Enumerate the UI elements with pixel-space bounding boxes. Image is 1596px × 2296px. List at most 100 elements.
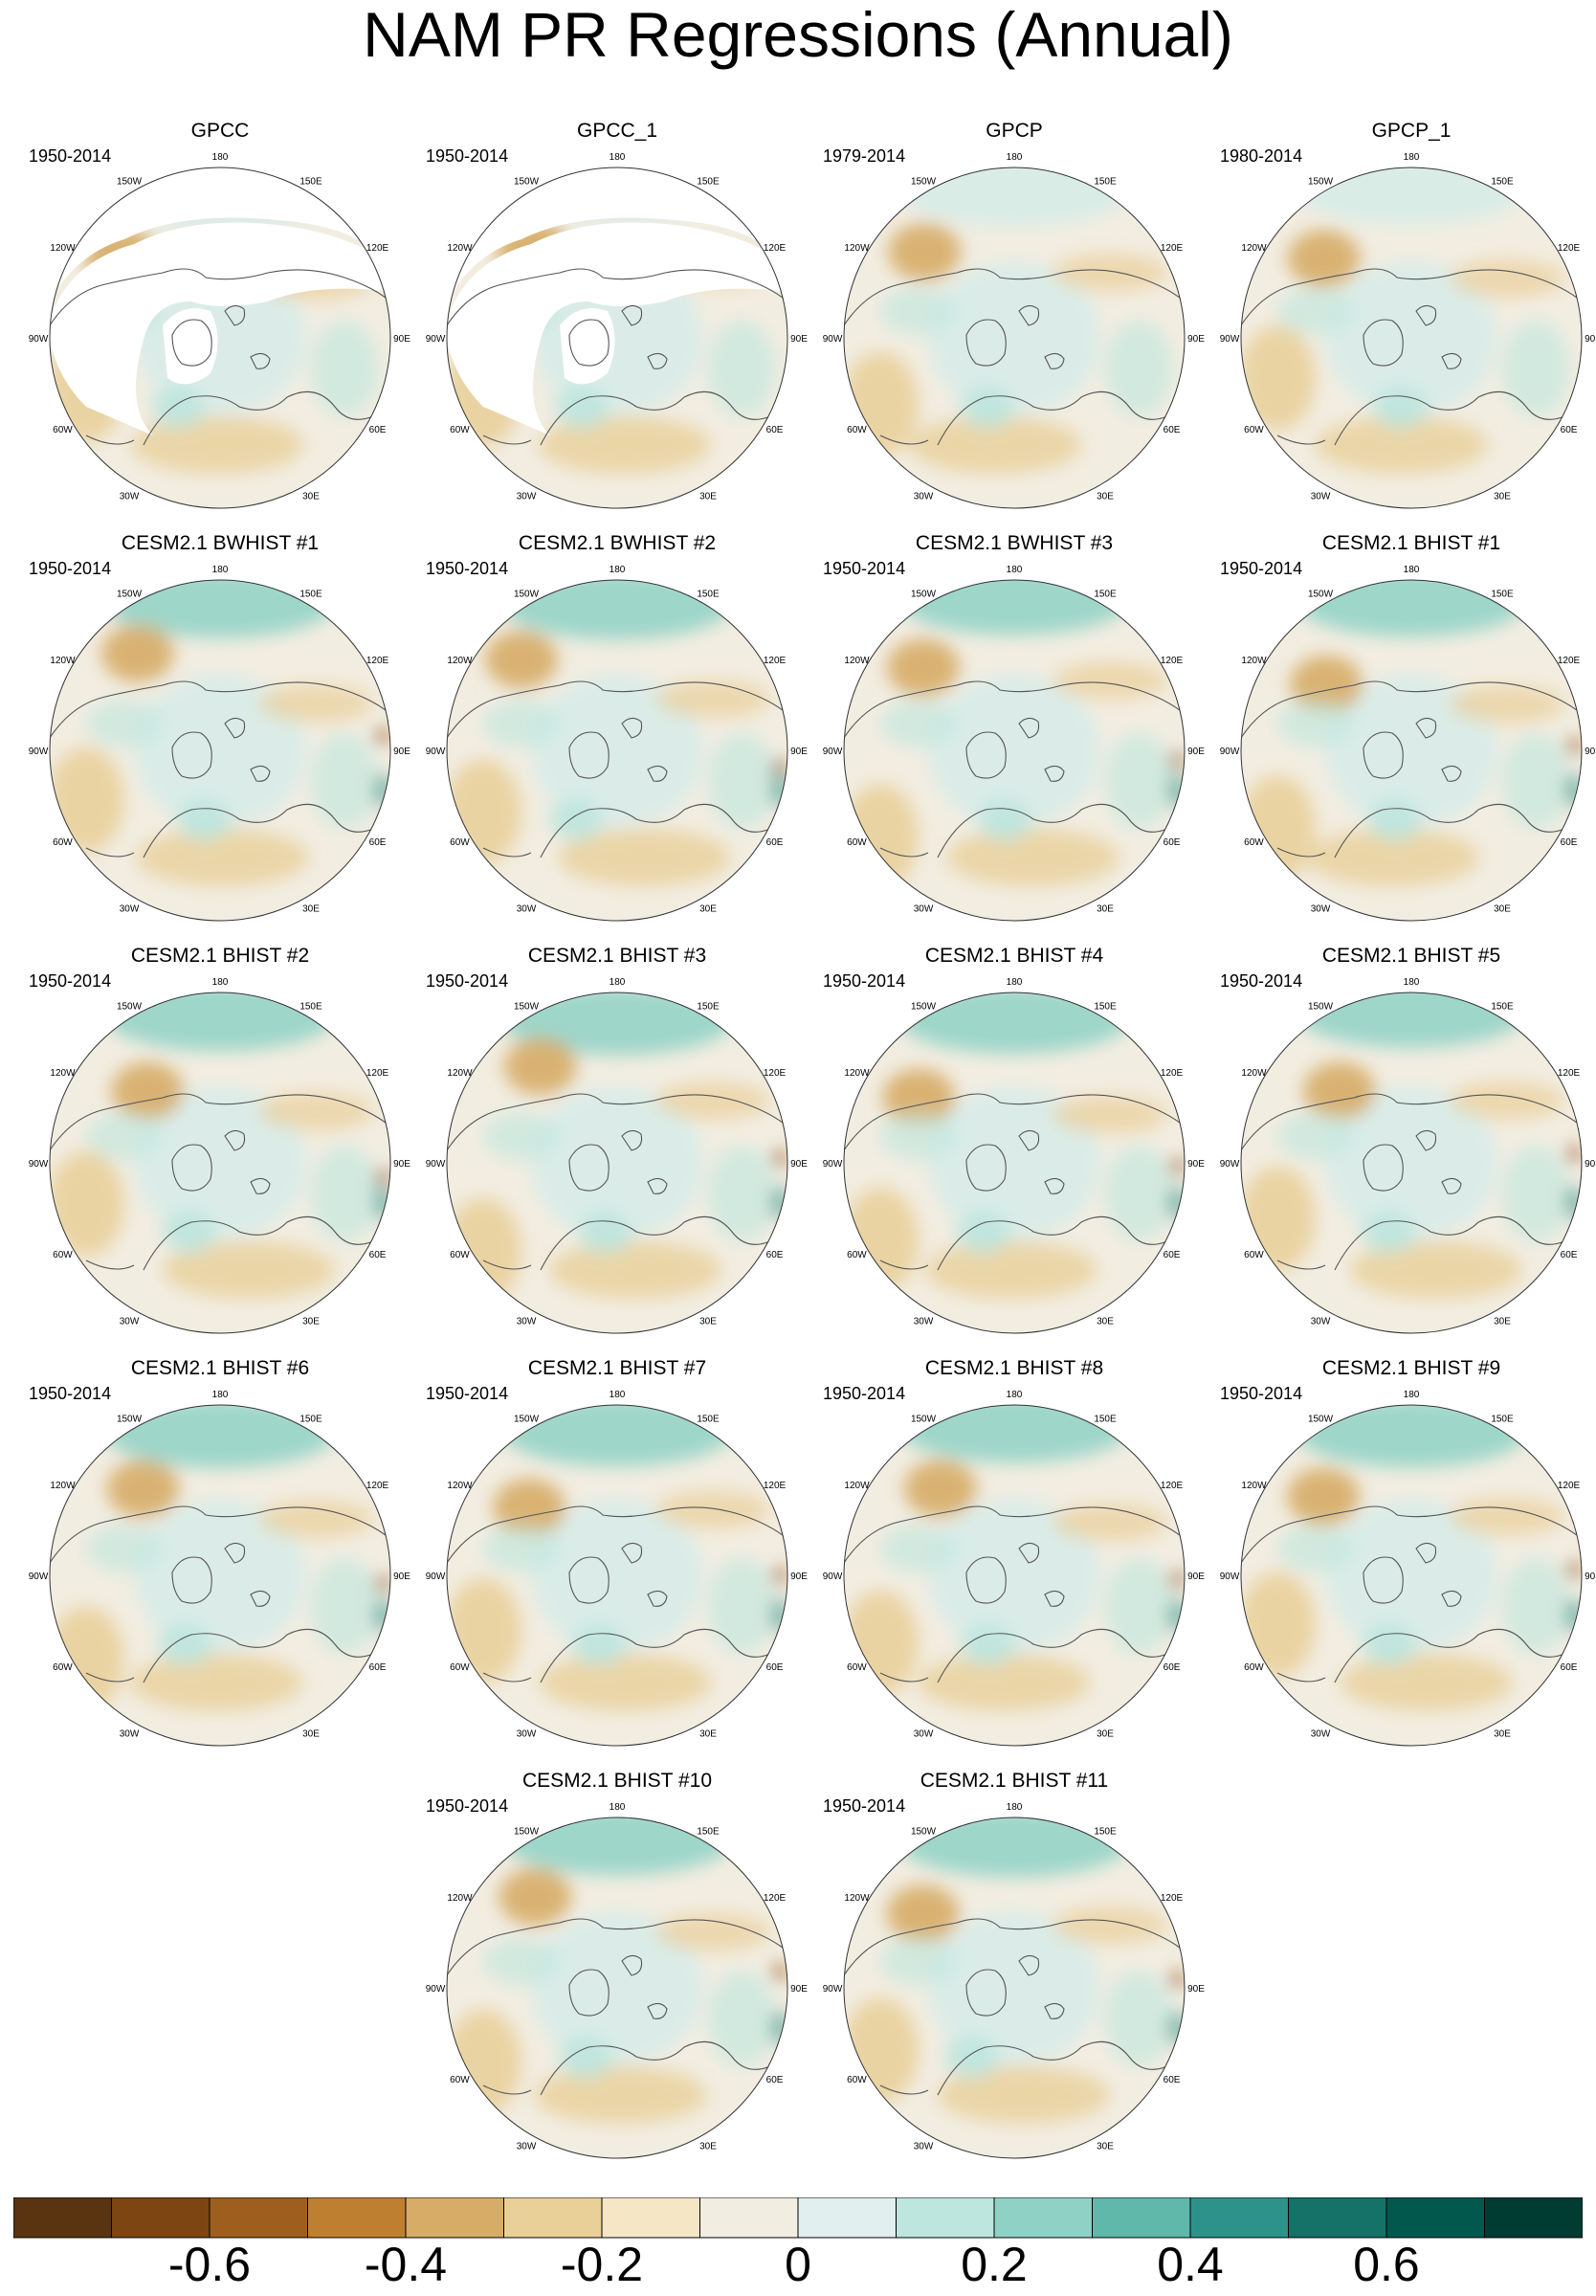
colorbar-swatch [13,2197,112,2239]
panel-years: 1950-2014 [29,146,112,166]
longitude-label: 150E [299,589,322,599]
longitude-label: 30E [1097,2142,1114,2152]
longitude-label: 30E [699,1317,717,1327]
polar-map: 180150E120E90E60E30E030W60W90W120W150W [823,152,1205,509]
panel-years: 1950-2014 [29,971,112,991]
longitude-label: 180 [1007,152,1023,163]
longitude-label: 180 [1404,977,1420,988]
map-panel: CESM2.1 BHIST #1 1950-2014 180 150E 120E 90E 6… [1220,532,1596,925]
panel-years: 1950-2014 [823,1796,906,1816]
longitude-label: 60E [1164,1662,1181,1673]
longitude-label: 120W [447,243,473,254]
longitude-label: 120E [1161,1893,1184,1904]
longitude-label: 60W [450,425,470,435]
longitude-label: 90W [29,1572,49,1582]
panel-title: CESM2.1 BHIST #11 [920,1770,1109,1792]
longitude-label: 120E [1161,1481,1184,1491]
longitude-label: 60W [847,2075,867,2085]
longitude-label: 150E [1094,1001,1117,1012]
longitude-label: 120E [764,1481,787,1491]
longitude-label: 180 [1404,565,1420,575]
longitude-label: 90W [29,334,49,345]
colorbar [13,2197,1583,2239]
longitude-label: 90W [823,334,843,345]
longitude-label: 30E [1494,1317,1511,1327]
longitude-label: 120E [1161,243,1184,254]
longitude-label: 60W [53,1250,73,1260]
longitude-label: 120W [50,243,76,254]
map-panel: CESM2.1 BHIST #9 1950-2014 180 150E 120E 90E 6… [1220,1357,1596,1750]
longitude-label: 180 [1007,977,1023,988]
panel-title: CESM2.1 BHIST #8 [924,1357,1104,1379]
longitude-label: 120W [50,1068,76,1079]
longitude-label: 90E [790,1984,808,1995]
longitude-label: 120E [764,656,787,666]
longitude-label: 150W [1308,1414,1334,1424]
panel-title: GPCC [190,120,250,142]
longitude-label: 30W [120,904,140,915]
colorbar-swatch [1189,2197,1289,2239]
panel-title: CESM2.1 BWHIST #3 [915,532,1114,554]
longitude-label: 90W [29,1159,49,1170]
longitude-label: 60E [766,1662,784,1673]
colorbar-tick-label: 0.4 [1157,2238,1224,2291]
longitude-label: 150W [1308,1001,1334,1012]
longitude-label: 30W [517,1729,537,1740]
map-panel: GPCC1950-2014180150E120E90E60E30E030W60W… [29,120,411,512]
colorbar-swatch [699,2197,799,2239]
longitude-label: 90E [393,1572,410,1582]
colorbar-swatch [1484,2197,1583,2239]
longitude-label: 60W [847,1250,867,1260]
longitude-label: 120E [1161,656,1184,666]
longitude-label: 120W [844,243,870,254]
longitude-label: 90W [1220,334,1240,345]
longitude-label: 150W [911,589,937,599]
longitude-label: 30E [302,904,320,915]
longitude-label: 90W [823,1572,843,1582]
map-panel: CESM2.1 BHIST #10 1950-2014 180 150E 120E 90E… [426,1770,809,2162]
longitude-label: 120E [366,1481,389,1491]
panel-title: GPCC_1 [576,120,658,142]
colorbar-swatch [1385,2197,1485,2239]
longitude-label: 30W [517,1317,537,1327]
panel-years: 1950-2014 [823,971,906,991]
longitude-label: 60W [847,837,867,848]
longitude-label: 150W [514,1826,540,1837]
longitude-label: 90E [1187,1572,1205,1582]
longitude-label: 150W [514,1414,540,1424]
longitude-label: 150W [911,1414,937,1424]
panel-years: 1950-2014 [823,559,906,578]
longitude-label: 60E [1164,425,1181,435]
longitude-label: 30W [1311,904,1331,915]
panel-title: CESM2.1 BHIST #10 [521,1770,713,1792]
longitude-label: 150E [1094,589,1117,599]
longitude-label: 90E [1187,747,1205,757]
longitude-label: 90E [1187,1159,1205,1170]
panel-years: 1979-2014 [823,146,906,166]
polar-map: 180150E120E90E60E30E030W60W90W120W150W [1220,152,1596,509]
panel-years: 1950-2014 [29,1384,112,1403]
longitude-label: 30E [1097,904,1114,915]
longitude-label: 120W [447,656,473,666]
longitude-label: 30W [517,904,537,915]
longitude-label: 60W [53,425,73,435]
longitude-label: 120E [764,1893,787,1904]
longitude-label: 60E [766,837,784,848]
longitude-label: 90E [1585,1159,1596,1170]
longitude-label: 150E [697,589,720,599]
colorbar-swatch [405,2197,504,2239]
figure-title: NAM PR Regressions (Annual) [363,0,1233,70]
longitude-label: 180 [610,1390,626,1400]
longitude-label: 60W [450,1662,470,1673]
longitude-label: 120W [447,1068,473,1079]
longitude-label: 150W [514,1001,540,1012]
polar-map: 180150E120E90E60E30E030W60W90W120W150W [426,1802,808,2159]
colorbar-swatch [797,2197,897,2239]
longitude-label: 30E [1494,1729,1511,1740]
longitude-label: 150W [117,589,143,599]
map-panel: CESM2.1 BHIST #11 1950-2014 180 150E 120E 90E… [823,1770,1206,2162]
panel-title: CESM2.1 BHIST #4 [924,945,1104,967]
longitude-label: 180 [1404,152,1420,163]
longitude-label: 90E [393,747,410,757]
longitude-label: 60E [369,425,387,435]
